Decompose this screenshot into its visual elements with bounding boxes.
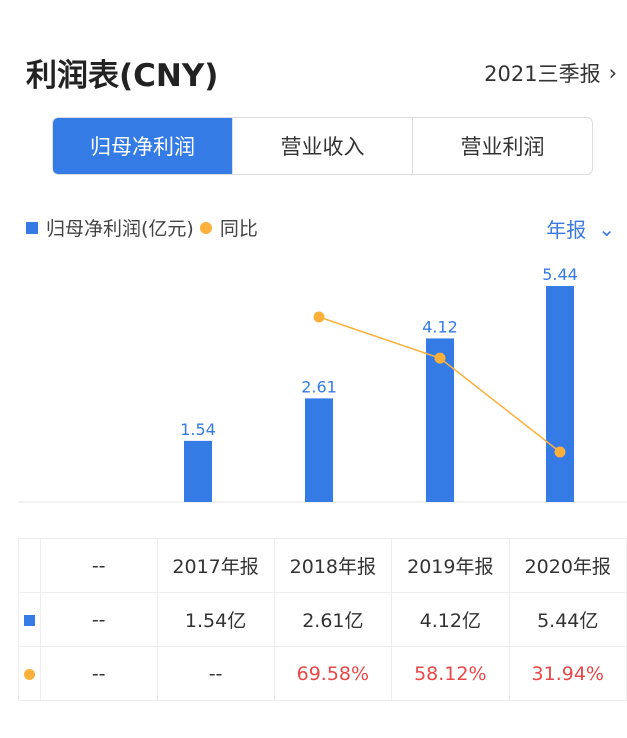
table-cell: 1.54亿 — [156, 592, 275, 647]
table-header-cell: 2017年报 — [156, 538, 275, 593]
bar-data-label: 2.61 — [301, 377, 337, 396]
chevron-right-icon: › — [608, 61, 617, 85]
table-header-cell: 2019年报 — [391, 538, 510, 593]
data-table: -- 2017年报 2018年报 2019年报 2020年报 -- 1.54亿 … — [18, 538, 627, 701]
period-selector[interactable]: 2021三季报 › — [484, 58, 617, 88]
table-cell: -- — [39, 646, 158, 701]
chevron-down-icon: ⌄ — [598, 216, 615, 241]
table-cell: -- — [39, 592, 158, 647]
yoy-point — [313, 311, 325, 323]
frequency-dropdown[interactable]: 年报 ⌄ — [546, 214, 615, 243]
tab-revenue[interactable]: 营业收入 — [232, 118, 412, 174]
bar-legend-label: 归母净利润(亿元) — [46, 218, 194, 240]
table-row-profit: -- 1.54亿 2.61亿 4.12亿 5.44亿 — [18, 592, 627, 647]
table-cell: 31.94% — [508, 646, 627, 701]
line-series-icon — [23, 668, 35, 680]
bar — [305, 398, 333, 502]
metric-tabs: 归母净利润 营业收入 营业利润 — [52, 117, 593, 175]
table-cell: -- — [156, 646, 275, 701]
table-header-cell: 2020年报 — [508, 538, 627, 593]
bar-data-label: 1.54 — [180, 420, 216, 439]
chart-legend: 归母净利润(亿元) 同比 — [26, 214, 258, 241]
bar-series-icon — [23, 614, 35, 626]
bar-data-label: 5.44 — [542, 265, 578, 284]
table-cell: 5.44亿 — [508, 592, 627, 647]
bar — [184, 440, 212, 502]
period-label: 2021三季报 — [484, 62, 601, 86]
table-header-cell: 2018年报 — [273, 538, 393, 593]
table-cell: 4.12亿 — [391, 592, 510, 647]
line-legend-icon — [199, 221, 212, 234]
tab-operating-profit[interactable]: 营业利润 — [412, 118, 592, 174]
frequency-label: 年报 — [546, 218, 587, 242]
line-legend-label: 同比 — [219, 218, 258, 240]
yoy-point — [554, 446, 566, 458]
table-row-yoy: -- -- 69.58% 58.12% 31.94% — [18, 646, 627, 701]
bar-legend-icon — [26, 221, 38, 234]
table-cell: 69.58% — [273, 646, 393, 701]
table-header-row: -- 2017年报 2018年报 2019年报 2020年报 — [18, 538, 627, 593]
bar-data-label: 4.12 — [422, 317, 458, 336]
bar — [546, 286, 574, 502]
tab-net-profit[interactable]: 归母净利润 — [53, 118, 232, 174]
table-header-cell: -- — [39, 538, 158, 593]
table-cell: 2.61亿 — [273, 592, 393, 647]
page-title: 利润表(CNY) — [26, 58, 219, 94]
profit-chart: 1.54 2.61 4.12 5.44 — [18, 265, 627, 503]
table-cell: 58.12% — [391, 646, 510, 701]
yoy-point — [434, 352, 446, 364]
